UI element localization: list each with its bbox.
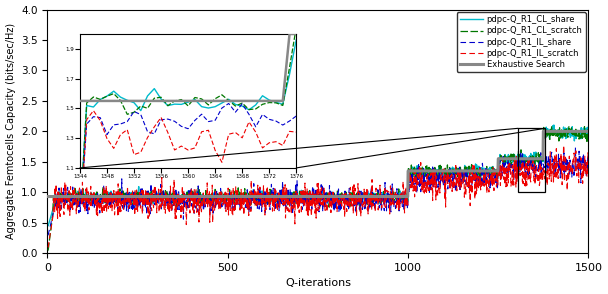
pdpc-Q_R1_CL_share	[294, 197, 302, 200]
Exhaustive Search	[274, 195, 281, 198]
pdpc-Q_R1_CL_scratch	[86, 197, 93, 201]
Line: Exhaustive Search: Exhaustive Search	[48, 131, 589, 196]
pdpc-Q_R1_IL_share	[585, 169, 592, 172]
X-axis label: Q-iterations: Q-iterations	[285, 278, 351, 288]
Line: pdpc-Q_R1_IL_scratch: pdpc-Q_R1_IL_scratch	[48, 145, 589, 247]
pdpc-Q_R1_CL_share	[585, 131, 592, 135]
Exhaustive Search	[44, 195, 52, 198]
pdpc-Q_R1_CL_share	[274, 195, 281, 199]
pdpc-Q_R1_CL_scratch	[108, 198, 116, 202]
pdpc-Q_R1_IL_share	[285, 191, 292, 195]
pdpc-Q_R1_CL_scratch	[585, 131, 592, 134]
pdpc-Q_R1_IL_share	[274, 198, 281, 201]
Bar	[518, 128, 545, 192]
pdpc-Q_R1_CL_scratch	[565, 124, 573, 128]
Exhaustive Search	[285, 195, 292, 198]
pdpc-Q_R1_CL_scratch	[285, 194, 292, 198]
Exhaustive Search	[352, 195, 359, 198]
Y-axis label: Aggregate Femtocells Capacity (bits/sec/Hz): Aggregate Femtocells Capacity (bits/sec/…	[5, 23, 16, 239]
pdpc-Q_R1_IL_scratch	[285, 198, 292, 201]
Legend: pdpc-Q_R1_CL_share, pdpc-Q_R1_CL_scratch, pdpc-Q_R1_IL_share, pdpc-Q_R1_IL_scrat: pdpc-Q_R1_CL_share, pdpc-Q_R1_CL_scratch…	[457, 12, 586, 72]
pdpc-Q_R1_IL_scratch	[352, 202, 359, 206]
pdpc-Q_R1_CL_scratch	[274, 197, 281, 201]
pdpc-Q_R1_CL_scratch	[294, 200, 302, 203]
pdpc-Q_R1_CL_scratch	[352, 195, 359, 198]
Exhaustive Search	[540, 130, 547, 133]
Exhaustive Search	[108, 195, 116, 198]
pdpc-Q_R1_IL_scratch	[560, 143, 567, 147]
pdpc-Q_R1_IL_share	[86, 201, 93, 205]
pdpc-Q_R1_CL_share	[44, 224, 52, 228]
pdpc-Q_R1_CL_share	[86, 200, 93, 203]
pdpc-Q_R1_IL_scratch	[274, 203, 281, 206]
pdpc-Q_R1_IL_share	[108, 198, 116, 201]
pdpc-Q_R1_CL_share	[352, 194, 359, 198]
Line: pdpc-Q_R1_CL_scratch: pdpc-Q_R1_CL_scratch	[48, 126, 589, 250]
pdpc-Q_R1_IL_scratch	[108, 194, 116, 198]
pdpc-Q_R1_CL_scratch	[44, 248, 52, 252]
Exhaustive Search	[294, 195, 302, 198]
pdpc-Q_R1_IL_share	[44, 233, 52, 237]
Line: pdpc-Q_R1_IL_share: pdpc-Q_R1_IL_share	[48, 148, 589, 235]
pdpc-Q_R1_CL_share	[550, 123, 558, 127]
Line: pdpc-Q_R1_CL_share: pdpc-Q_R1_CL_share	[48, 125, 589, 226]
pdpc-Q_R1_CL_share	[108, 193, 116, 197]
Exhaustive Search	[585, 130, 592, 133]
pdpc-Q_R1_IL_scratch	[86, 198, 93, 202]
pdpc-Q_R1_IL_scratch	[585, 169, 592, 173]
Exhaustive Search	[86, 195, 93, 198]
pdpc-Q_R1_IL_scratch	[294, 199, 302, 203]
pdpc-Q_R1_CL_share	[285, 191, 292, 194]
pdpc-Q_R1_IL_share	[572, 146, 579, 149]
pdpc-Q_R1_IL_share	[352, 209, 359, 212]
pdpc-Q_R1_IL_share	[294, 201, 302, 204]
pdpc-Q_R1_IL_scratch	[44, 245, 52, 249]
